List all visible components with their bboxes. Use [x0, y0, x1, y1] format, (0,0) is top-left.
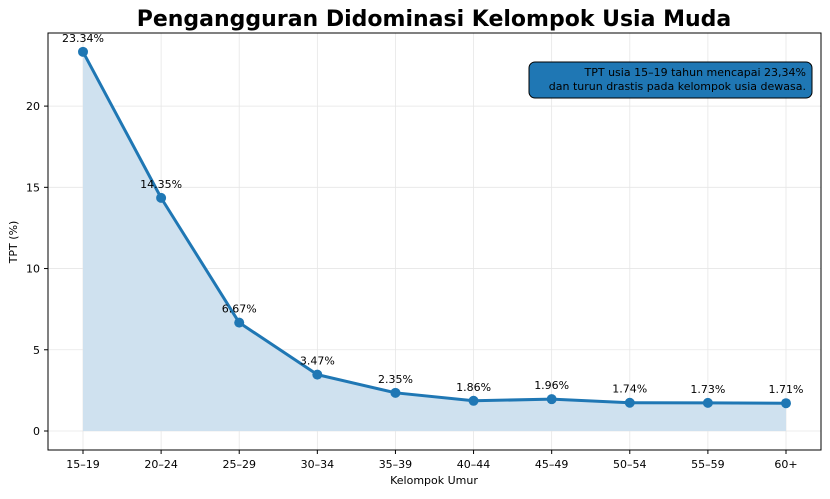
x-tick-label: 50–54 [613, 458, 647, 471]
y-tick-label: 5 [33, 344, 40, 357]
annotation-line-1: TPT usia 15–19 tahun mencapai 23,34% [584, 66, 806, 79]
data-label: 1.73% [690, 383, 725, 396]
x-axis-ticks: 15–19 20–24 25–29 30–34 35–39 40–44 45–49 50–54… [66, 450, 798, 471]
data-point [702, 397, 713, 408]
data-point [390, 387, 401, 398]
y-tick-label: 15 [26, 181, 40, 194]
x-tick-label: 30–34 [301, 458, 335, 471]
y-axis-label: TPT (%) [7, 221, 20, 265]
x-tick-label: 55–59 [691, 458, 725, 471]
data-label: 1.74% [612, 383, 647, 396]
x-tick-label: 20–24 [144, 458, 178, 471]
data-point [546, 394, 557, 405]
annotation-box: TPT usia 15–19 tahun mencapai 23,34% dan… [528, 61, 813, 99]
data-label: 14.35% [140, 178, 182, 191]
x-tick-label: 45–49 [535, 458, 569, 471]
data-point [234, 317, 245, 328]
x-axis-label: Kelompok Umur [390, 474, 478, 487]
data-point [624, 397, 635, 408]
chart-title: Pengangguran Didominasi Kelompok Usia Mu… [137, 7, 732, 32]
annotation-line-2: dan turun drastis pada kelompok usia dew… [549, 80, 806, 93]
data-label: 2.35% [378, 373, 413, 386]
y-tick-label: 20 [26, 100, 40, 113]
data-point [312, 369, 323, 380]
series-line [81, 51, 787, 405]
y-axis-ticks: 0 5 10 15 20 [26, 100, 48, 438]
series-line-group [81, 51, 787, 405]
data-points [78, 46, 791, 409]
x-tick-label: 40–44 [457, 458, 491, 471]
x-tick-label: 60+ [774, 458, 797, 471]
data-label: 1.96% [534, 379, 569, 392]
y-tick-label: 0 [33, 425, 40, 438]
x-tick-label: 25–29 [222, 458, 256, 471]
plot-frame [47, 32, 822, 451]
x-tick-label: 35–39 [379, 458, 413, 471]
x-tick-label: 15–19 [66, 458, 100, 471]
data-label: 1.86% [456, 381, 491, 394]
data-point [468, 395, 479, 406]
y-tick-label: 10 [26, 263, 40, 276]
data-point [156, 192, 167, 203]
data-labels: 23.34% 14.35% 6.67% 3.47% 2.35% 1.86% 1.96% 1.7… [62, 32, 803, 396]
data-point [781, 398, 791, 409]
data-label: 1.71% [769, 383, 804, 396]
data-point [78, 46, 88, 57]
data-label: 23.34% [62, 32, 104, 45]
annotation-background [528, 61, 813, 99]
data-label: 6.67% [222, 303, 257, 316]
data-label: 3.47% [300, 355, 335, 368]
